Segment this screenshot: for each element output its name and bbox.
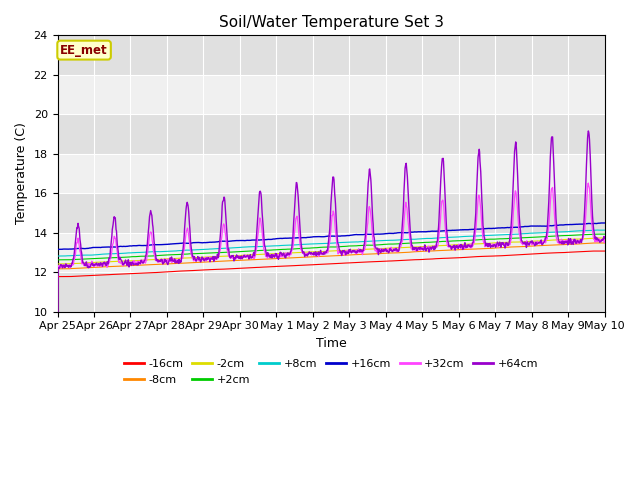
Title: Soil/Water Temperature Set 3: Soil/Water Temperature Set 3: [219, 15, 444, 30]
X-axis label: Time: Time: [316, 337, 346, 350]
Y-axis label: Temperature (C): Temperature (C): [15, 122, 28, 225]
Bar: [58, 114, 605, 154]
Legend: -16cm, -8cm, -2cm, +2cm, +8cm, +16cm, +32cm, +64cm: -16cm, -8cm, -2cm, +2cm, +8cm, +16cm, +3…: [120, 355, 543, 389]
Bar: [58, 272, 605, 312]
Bar: [58, 36, 605, 75]
Text: EE_met: EE_met: [60, 44, 108, 57]
Bar: [58, 193, 605, 233]
